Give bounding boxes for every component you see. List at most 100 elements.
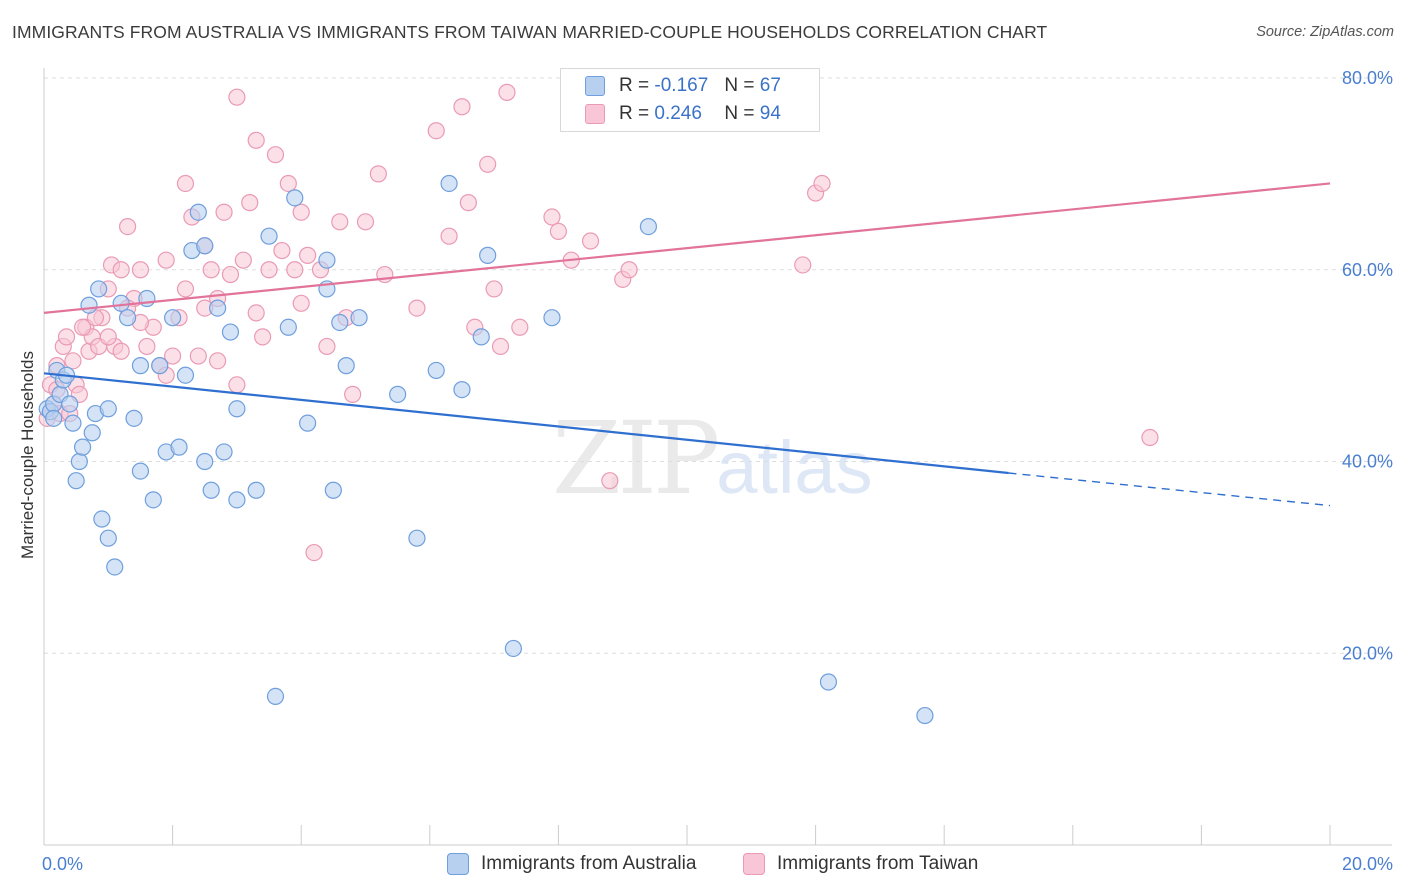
- legend-n-label: N =: [724, 103, 755, 124]
- axis-labels: 20.0% 40.0% 60.0% 80.0% 0.0% 20.0% Married-cou…: [18, 68, 1393, 874]
- legend-r-label: R =: [619, 103, 650, 124]
- australia-point: [99, 529, 117, 547]
- bottom-legend-australia[interactable]: Immigrants from Australia: [447, 851, 696, 877]
- australia-point: [453, 380, 471, 399]
- australia-point: [389, 385, 407, 403]
- australia-trend-extension: [1008, 472, 1331, 507]
- australia-point: [80, 296, 98, 314]
- bottom-legend-taiwan[interactable]: Immigrants from Taiwan: [743, 851, 978, 877]
- australia-point: [916, 706, 934, 725]
- australia-point: [83, 424, 101, 442]
- australia-point: [112, 294, 130, 312]
- australia-point: [196, 237, 214, 255]
- y-tick-label: 60.0%: [1342, 260, 1393, 280]
- australia-point: [73, 438, 92, 456]
- taiwan-point: [440, 227, 458, 245]
- y-axis-label: Married-couple Households: [18, 351, 37, 559]
- australia-point: [70, 452, 88, 471]
- australia-point: [189, 203, 207, 221]
- taiwan-point: [64, 352, 82, 370]
- stats-legend: R = -0.167 N = 67 R = 0.246 N = 94: [560, 68, 820, 132]
- taiwan-point: [221, 265, 240, 284]
- grid-lines: [44, 77, 1390, 654]
- australia-point: [196, 452, 214, 471]
- taiwan-point: [157, 251, 175, 269]
- australia-point: [61, 395, 79, 413]
- australia-legend-label: Immigrants from Australia: [481, 853, 697, 874]
- taiwan-point: [485, 280, 503, 298]
- australia-point: [151, 357, 169, 375]
- australia-point: [350, 309, 368, 327]
- taiwan-point: [260, 261, 278, 279]
- taiwan-point: [112, 342, 130, 360]
- taiwan-point: [318, 337, 336, 356]
- australia-point: [427, 361, 445, 380]
- taiwan-point: [266, 146, 285, 164]
- taiwan-legend-label: Immigrants from Taiwan: [777, 853, 979, 874]
- taiwan-point: [344, 385, 362, 403]
- taiwan-point: [241, 194, 259, 212]
- source-credit: Source: ZipAtlas.com: [1256, 24, 1394, 40]
- australia-point: [106, 558, 124, 576]
- taiwan-point: [234, 251, 252, 269]
- taiwan-point: [511, 318, 529, 336]
- australia-point: [221, 323, 240, 341]
- taiwan-point: [286, 261, 304, 279]
- taiwan-point: [369, 165, 387, 183]
- taiwan-point: [299, 246, 317, 264]
- taiwan-point: [356, 213, 375, 231]
- y-tick-label: 40.0%: [1342, 452, 1393, 472]
- watermark-atlas: atlas: [716, 426, 873, 509]
- australia-point: [504, 639, 522, 658]
- taiwan-point: [491, 337, 510, 356]
- australia-point: [472, 328, 490, 346]
- australia-point: [228, 400, 246, 418]
- australia-point: [90, 280, 108, 298]
- australia-point: [260, 227, 278, 245]
- australia-point: [215, 443, 233, 461]
- australia-point: [99, 400, 117, 418]
- taiwan-point: [459, 194, 477, 212]
- australia-point: [286, 189, 304, 207]
- australia-series: [38, 174, 934, 725]
- australia-point: [67, 472, 85, 490]
- taiwan-point: [408, 299, 426, 317]
- taiwan-point: [73, 318, 92, 336]
- taiwan-trend-line: [43, 182, 1331, 314]
- legend-row-australia: R = -0.167 N = 67: [585, 73, 781, 99]
- x-tick-label: 0.0%: [42, 854, 83, 874]
- australia-point: [209, 299, 227, 317]
- taiwan-point: [453, 98, 471, 116]
- australia-legend-swatch: [447, 853, 469, 875]
- australia-point: [144, 491, 162, 509]
- australia-point: [176, 366, 195, 384]
- taiwan-point: [601, 472, 619, 490]
- taiwan-point: [549, 222, 568, 240]
- taiwan-legend-swatch: [743, 853, 765, 875]
- australia-point: [819, 673, 838, 691]
- taiwan-point: [99, 328, 117, 346]
- taiwan-point: [498, 83, 516, 101]
- taiwan-point: [273, 241, 291, 260]
- legend-n-label: N =: [724, 75, 755, 96]
- taiwan-point: [247, 304, 265, 322]
- australia-point: [125, 409, 143, 427]
- legend-r-value-australia: -0.167: [654, 75, 709, 96]
- taiwan-point: [813, 174, 831, 193]
- taiwan-point: [292, 203, 310, 221]
- watermark: ZIPatlas: [552, 400, 873, 517]
- taiwan-point: [305, 543, 323, 562]
- australia-point: [131, 462, 150, 480]
- taiwan-point: [1141, 428, 1159, 447]
- australia-point: [331, 313, 349, 332]
- taiwan-point: [215, 203, 233, 221]
- australia-trend-line: [43, 372, 1009, 475]
- australia-point: [228, 491, 246, 509]
- australia-point: [202, 481, 220, 499]
- watermark-zip: ZIP: [552, 400, 720, 517]
- taiwan-point: [279, 174, 297, 193]
- chart-title: IMMIGRANTS FROM AUSTRALIA VS IMMIGRANTS …: [12, 22, 1048, 42]
- legend-r-value-taiwan: 0.246: [654, 103, 702, 124]
- australia-point: [543, 309, 561, 327]
- australia-point: [131, 357, 150, 375]
